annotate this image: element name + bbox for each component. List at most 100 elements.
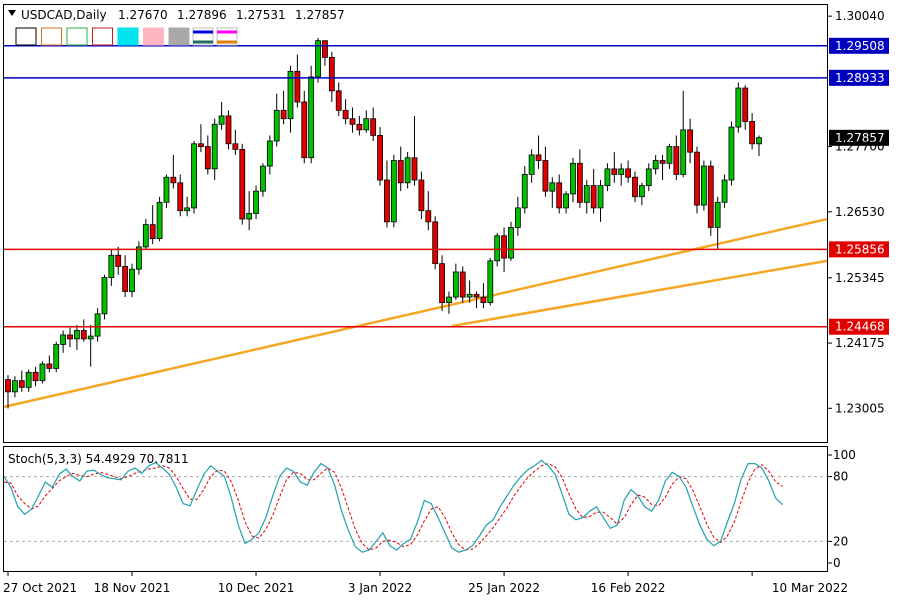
time-tick-label: 10 Dec 2021 [218,581,295,595]
candle [46,355,53,373]
candle [32,366,39,387]
candle-body [625,168,631,178]
candle [239,143,246,225]
swatch-orange-outline[interactable] [41,27,62,46]
swatch-cyan[interactable] [117,27,139,46]
swatch-gray[interactable] [168,27,190,46]
horizontal-lines[interactable]: 1.29508 1.28933 1.25856 1.24468 1.27857 [4,37,889,335]
candle [666,143,673,169]
price-label-box [829,37,889,54]
candle-body [294,70,301,103]
candle-body [122,266,129,292]
candle-body [576,162,583,203]
trendlines[interactable] [3,217,828,409]
candle-body [418,179,425,212]
candle [122,255,129,298]
candlesticks [5,37,762,409]
time-tick-label: 25 Jan 2022 [468,581,540,595]
candle-body [466,293,473,298]
time-tick-label: 10 Mar 2022 [772,581,848,595]
candle-body [5,379,11,393]
candle [390,154,397,228]
candle-body [232,143,239,150]
candle-body [280,109,287,120]
candle [370,107,377,142]
candle [356,115,363,136]
price-label-box [829,318,889,335]
candle [53,341,60,373]
trendline[interactable] [451,259,828,328]
price-label-text: 1.29508 [835,39,885,53]
dropdown-triangle-icon[interactable] [8,10,16,16]
candle [211,118,218,181]
candle-body [163,176,170,203]
candle [618,163,625,186]
candle [108,249,115,286]
candle-body [452,271,459,298]
candle-body [384,179,390,223]
price-tick-label: 1.27700 [835,140,885,154]
candle-body [115,254,122,267]
swatch-green-outline[interactable] [66,27,88,46]
ohlc-close: 1.27857 [295,8,345,22]
candle [232,129,239,155]
ohlc-open: 1.27670 [118,8,168,22]
candle [542,146,549,197]
candle-body [32,371,39,382]
candle-body [459,271,466,298]
stochastic-tick-label: 20 [833,534,848,548]
candle-body [108,254,115,278]
current-price-box [829,129,889,146]
swatch-black-outline[interactable] [15,27,37,46]
stochastic-axis: 100 80 20 0 [827,448,856,570]
swatch-red-outline[interactable] [92,27,113,46]
candle [294,54,301,108]
price-label-text: 1.25856 [835,242,885,256]
candle-body [583,185,590,203]
candle-body [46,363,53,369]
time-tick-label: 27 Oct 2021 [3,581,77,595]
stochastic-tick-label: 100 [833,448,856,462]
candle-body [246,213,253,220]
candle [198,124,204,153]
candle-body [370,118,377,136]
candle-body [266,140,273,167]
candle [384,160,390,228]
candle [735,82,742,133]
candle [659,154,666,181]
candle-body [535,154,542,161]
swatch-blue-lines[interactable] [192,27,214,46]
trendline[interactable] [3,217,828,409]
candle [253,185,259,220]
candle [74,324,80,351]
candle-body [198,143,204,147]
candle [397,146,404,192]
candle-body [652,160,659,170]
candle-body [425,210,432,223]
ohlc-high: 1.27896 [177,8,227,22]
candle-body [563,193,569,209]
swatch-pink[interactable] [143,27,164,46]
candle [301,90,308,164]
chart-header: USDCAD,Daily 1.27670 1.27896 1.27531 1.2… [8,8,345,22]
time-tick-label: 18 Nov 2021 [94,581,171,595]
swatch-magenta-lines[interactable] [216,27,238,46]
candle-body [211,123,218,170]
candle-body [308,76,315,159]
price-tick-label: 1.23005 [835,401,885,415]
candle [528,149,535,183]
candle [514,196,521,236]
candle [218,101,225,130]
symbol-timeframe: USDCAD,Daily [21,8,107,22]
candle [129,263,135,298]
candle-body [735,87,742,128]
candle-body [356,123,363,131]
current-price-text: 1.27857 [835,131,885,145]
candle [480,283,487,309]
price-tick-label: 1.24175 [835,336,885,350]
price-label-text: 1.28933 [835,71,885,85]
candle [459,266,466,303]
candle [156,196,163,242]
color-swatch-toolbar [15,27,190,46]
